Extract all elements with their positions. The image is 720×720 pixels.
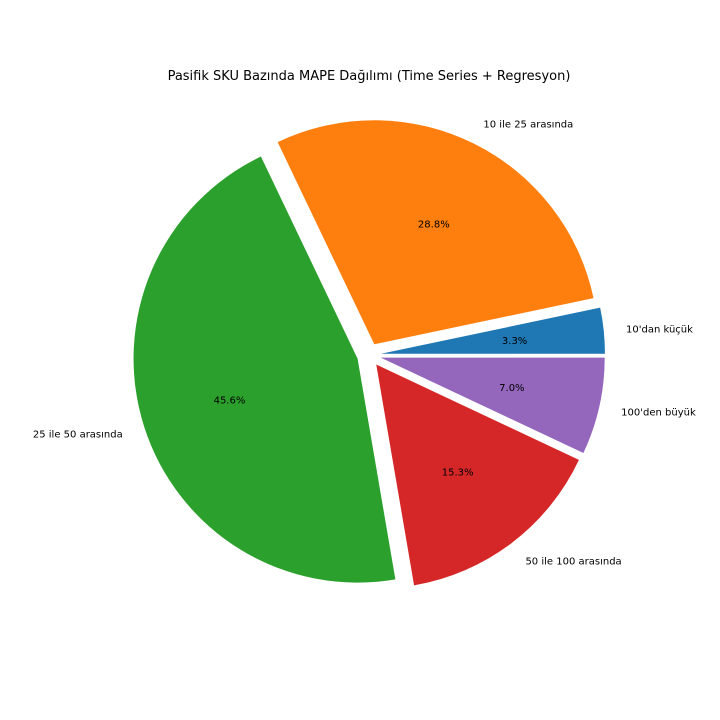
pie-slice-100-den-buyuk (380, 357, 605, 453)
pie-slice-10-ile-25-arasinda (277, 120, 594, 345)
slice-label-100-den-buyuk: 100'den büyük (621, 407, 696, 418)
pct-label-50-ile-100-arasinda: 15.3% (442, 468, 474, 479)
pct-label-10-ile-25-arasinda: 28.8% (418, 220, 450, 231)
chart-title: Pasifik SKU Bazında MAPE Dağılımı (Time … (168, 69, 571, 84)
pct-label-10-dan-kucuk: 3.3% (502, 336, 527, 347)
slices-layer (133, 120, 605, 586)
pct-label-25-ile-50-arasinda: 45.6% (214, 395, 246, 406)
labels-layer: 10'dan küçük 3.3% 10 ile 25 arasında 28.8% 2… (33, 119, 696, 567)
pct-label-100-den-buyuk: 7.0% (499, 383, 524, 394)
pie-slice-25-ile-50-arasinda (133, 156, 396, 583)
pie-slice-50-ile-100-arasinda (376, 364, 579, 586)
slice-label-10-ile-25-arasinda: 10 ile 25 arasında (483, 119, 573, 130)
slice-label-50-ile-100-arasinda: 50 ile 100 arasında (525, 557, 621, 568)
slice-label-10-dan-kucuk: 10'dan küçük (626, 324, 693, 335)
pie-slice-10-dan-kucuk (380, 307, 605, 354)
slice-label-25-ile-50-arasinda: 25 ile 50 arasında (33, 429, 123, 440)
